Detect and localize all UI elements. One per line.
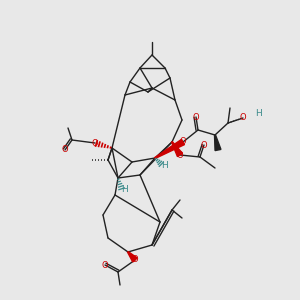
Text: O: O xyxy=(92,139,98,148)
Polygon shape xyxy=(155,140,184,158)
Text: H: H xyxy=(162,160,168,169)
Text: H: H xyxy=(255,109,261,118)
Text: O: O xyxy=(132,256,138,265)
Polygon shape xyxy=(172,142,183,157)
Polygon shape xyxy=(214,135,221,151)
Text: H: H xyxy=(122,185,128,194)
Text: O: O xyxy=(177,151,183,160)
Text: O: O xyxy=(201,140,207,149)
Text: O: O xyxy=(180,137,186,146)
Text: O: O xyxy=(62,146,68,154)
Text: O: O xyxy=(240,113,246,122)
Text: O: O xyxy=(193,112,199,122)
Text: O: O xyxy=(102,260,108,269)
Polygon shape xyxy=(128,252,137,262)
